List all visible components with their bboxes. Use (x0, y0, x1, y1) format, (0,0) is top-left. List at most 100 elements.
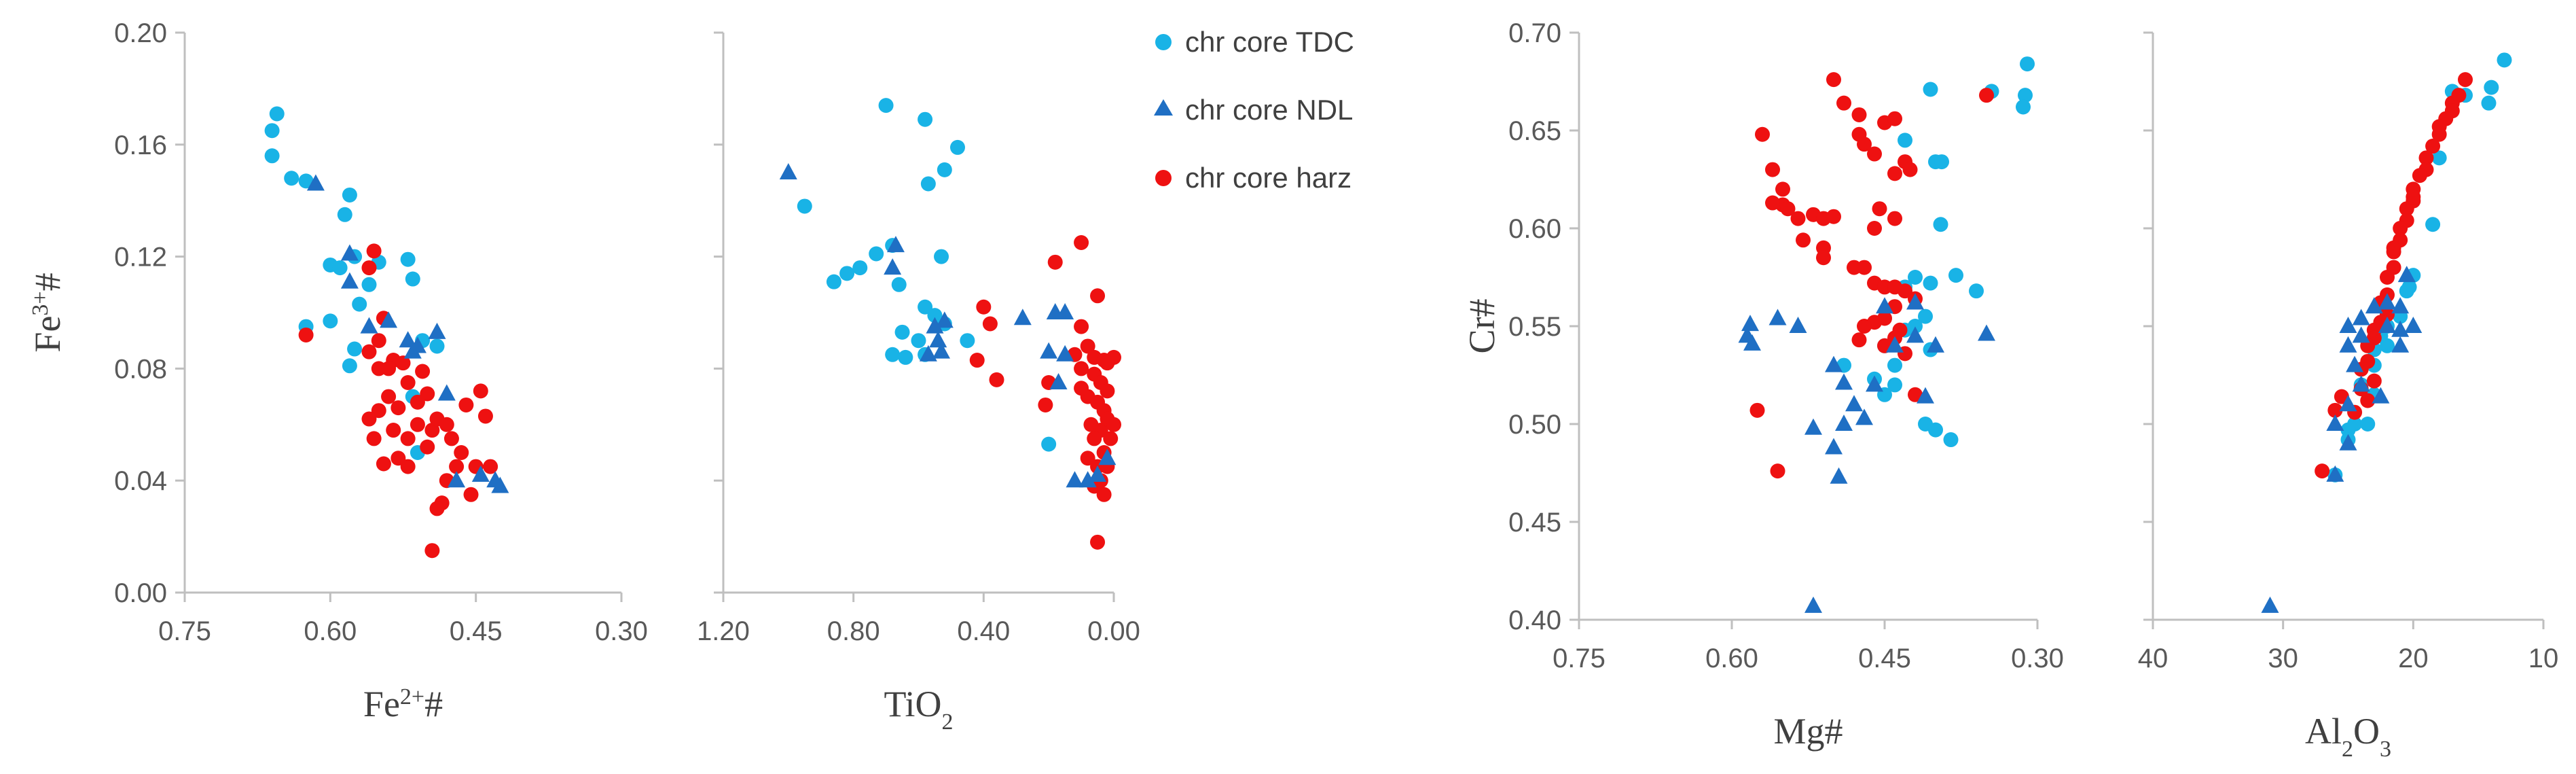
point-ndl (340, 244, 359, 261)
point-ndl (1825, 438, 1843, 455)
point-ndl (448, 471, 466, 488)
point-ndl (1743, 334, 1761, 351)
point-ndl (1830, 467, 1848, 484)
point-harz (2366, 373, 2382, 389)
point-ndl (1078, 471, 1097, 488)
point-harz (1898, 283, 1912, 299)
point-ndl (1876, 297, 1893, 314)
x-tick-label-fe: 0.30 (595, 616, 648, 646)
point-harz (1872, 201, 1887, 217)
point-harz (454, 445, 469, 460)
point-harz (410, 417, 425, 432)
legend-label-harz: chr core harz (1185, 162, 1352, 194)
point-harz (1090, 534, 1106, 550)
point-tdc (918, 299, 933, 315)
point-harz (410, 394, 425, 410)
point-harz (1074, 381, 1089, 396)
point-tdc (2018, 88, 2033, 103)
point-harz (371, 361, 386, 376)
point-tdc (1908, 270, 1923, 285)
point-ndl (1835, 415, 1853, 431)
x-axis-title-al: Al2O3 (2305, 711, 2391, 762)
point-harz (395, 355, 411, 371)
point-harz (458, 397, 474, 412)
point-ndl (428, 322, 446, 339)
y-tick-label-mg: 0.50 (1508, 410, 1561, 440)
x-tick-label-ti: 0.80 (827, 616, 880, 646)
point-tdc (826, 274, 841, 289)
point-tdc (911, 333, 926, 349)
panel-mg: 0.40 0.45 0.50 0.55 0.60 0.65 0.70 0.75 0.60 0.45… (1462, 18, 2064, 752)
point-harz (400, 459, 416, 474)
point-harz (1074, 361, 1089, 376)
point-tdc (920, 176, 936, 192)
x-tick-label-mg: 0.75 (1553, 644, 1606, 673)
point-ndl (340, 272, 359, 289)
point-harz (1851, 107, 1867, 122)
point-harz (473, 383, 488, 399)
point-harz (989, 372, 1004, 387)
point-harz (2315, 463, 2330, 479)
point-harz (976, 299, 992, 315)
legend-entry-harz: chr core harz (1155, 162, 1352, 194)
point-harz (1775, 181, 1790, 197)
point-harz (1074, 319, 1089, 334)
point-tdc (894, 324, 910, 340)
legend-label-ndl: chr core NDL (1185, 94, 1353, 126)
point-tdc (400, 251, 416, 267)
point-harz (381, 389, 397, 404)
point-tdc (361, 277, 377, 292)
point-harz (2406, 189, 2421, 205)
point-tdc (2399, 283, 2414, 299)
point-tdc (1948, 268, 1963, 283)
point-harz (1826, 72, 1841, 88)
point-harz (1103, 431, 1119, 446)
point-harz (1090, 288, 1106, 304)
y-tick-label-mg: 0.40 (1508, 605, 1561, 635)
x-tick-label-ti: 0.40 (957, 616, 1010, 646)
point-ndl (2326, 465, 2344, 482)
point-ndl (1866, 375, 1883, 392)
point-harz (1867, 146, 1882, 162)
point-tdc (342, 358, 357, 374)
point-harz (1096, 487, 1112, 502)
point-harz (2380, 270, 2395, 285)
point-tdc (2425, 217, 2441, 232)
point-ndl (2352, 326, 2370, 343)
point-ndl (919, 345, 937, 362)
point-ndl (779, 163, 797, 179)
point-ndl (2339, 336, 2357, 353)
point-harz (1816, 250, 1831, 266)
y-tick-label-mg: 0.60 (1508, 214, 1561, 244)
point-ndl (1917, 387, 1934, 404)
point-tdc (891, 277, 907, 292)
point-tdc (927, 308, 943, 323)
point-tdc (284, 171, 300, 186)
point-ndl (1056, 345, 1074, 362)
point-ndl (1089, 465, 1107, 482)
point-harz (1887, 111, 1902, 126)
y-tick-label-mg: 0.55 (1508, 312, 1561, 342)
point-harz (391, 400, 406, 416)
point-harz (2412, 168, 2427, 183)
point-ndl (1845, 395, 1863, 412)
point-harz (1908, 387, 1923, 402)
point-ndl (886, 236, 905, 253)
legend-label-tdc: chr core TDC (1185, 26, 1354, 58)
point-ndl (306, 174, 325, 191)
y-tick-label-fe: 0.00 (114, 578, 167, 608)
point-ndl (2365, 297, 2383, 314)
point-ndl (884, 258, 902, 275)
point-tdc (869, 246, 884, 262)
point-tdc (885, 347, 901, 362)
point-ndl (1906, 326, 1924, 343)
point-harz (1887, 211, 1902, 226)
y-tick-label-mg: 0.65 (1508, 116, 1561, 146)
point-harz (449, 459, 465, 474)
point-harz (1902, 162, 1918, 177)
point-tdc (950, 139, 965, 155)
point-harz (1796, 232, 1811, 248)
x-axis-title-mg: Mg# (1773, 711, 1843, 752)
point-harz (1836, 95, 1851, 111)
point-tdc (1923, 275, 1938, 291)
